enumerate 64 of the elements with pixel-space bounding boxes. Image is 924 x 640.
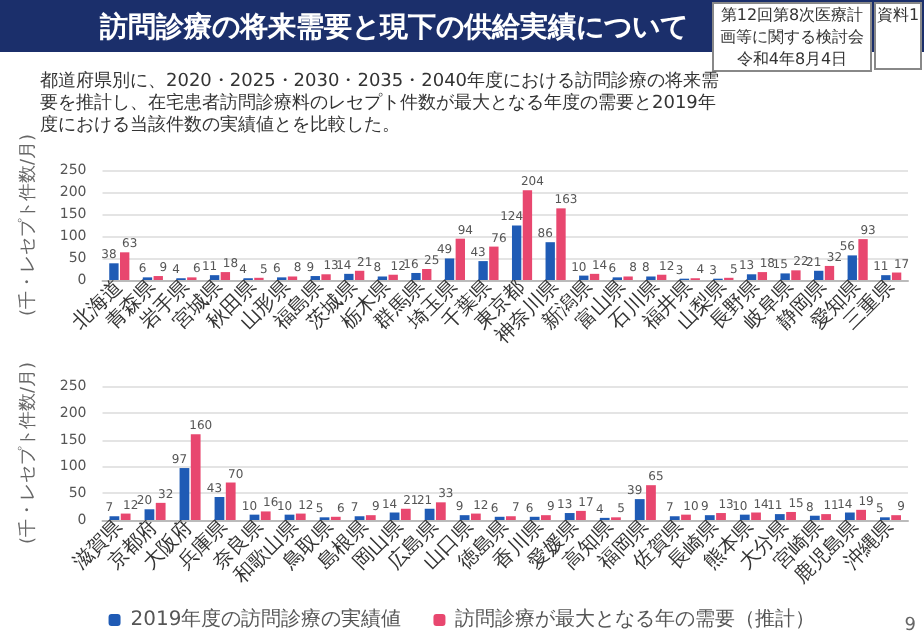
chart-subtitle: 都道府県別に、2020・2025・2030・2035・2040年度における訪問診療の将来需要を推計し、在宅患者訪問診療料のレセプト件数が最大となる年度の需要と2019年度における当該件数の実績値とを比較した。: [40, 72, 720, 138]
bar: [856, 509, 866, 520]
bar: [522, 190, 533, 280]
bar: [260, 511, 271, 520]
y-axis-title: (千・レセプト件数/月): [17, 361, 39, 545]
bar: [751, 512, 761, 520]
bar: [589, 273, 600, 280]
bar: [564, 513, 575, 520]
bar: [891, 272, 902, 280]
bar: [739, 514, 750, 520]
bar: [144, 509, 155, 520]
bar: [646, 485, 656, 520]
bar: [411, 272, 421, 280]
bar: [814, 270, 824, 280]
chart-title: 訪問診療の将来需要と現下の供給実績について: [100, 10, 688, 46]
bar: [511, 225, 522, 280]
bar: [858, 239, 868, 280]
bar: [716, 513, 726, 520]
bar: [120, 252, 130, 280]
y-axis-title: (千・レセプト件数/月): [17, 133, 39, 317]
bar: [179, 468, 190, 520]
bar: [844, 512, 855, 520]
legend-label: 訪問診療が最大となる年の需要（推計）: [455, 607, 816, 631]
bar: [470, 513, 481, 520]
bar: [757, 272, 768, 280]
bar: [422, 269, 432, 280]
bar: [746, 274, 757, 280]
bar: [821, 514, 831, 520]
bar: [190, 434, 201, 520]
bar: [220, 272, 231, 280]
bar: [791, 270, 801, 280]
bar: [545, 242, 555, 280]
bar: [780, 273, 790, 280]
bar: [225, 482, 236, 520]
bar: [388, 274, 398, 280]
bar: [295, 513, 306, 520]
bar: [109, 263, 119, 280]
legend-label: 2019年度の訪問診療の実績値: [130, 607, 402, 631]
bar: [478, 261, 488, 280]
text: 9: [904, 616, 916, 636]
text: 資料1: [874, 2, 922, 70]
text: 令和4年8月4日: [734, 48, 850, 70]
bar: [424, 508, 435, 520]
bar: [656, 274, 667, 280]
text: 第12回第8次医療計画等に関する検討会: [718, 4, 866, 48]
bar: [634, 499, 645, 520]
bar: [847, 255, 857, 280]
bar: [344, 273, 354, 280]
bar: [400, 508, 411, 520]
bar: [155, 502, 166, 520]
bar: [576, 510, 586, 520]
bar: [214, 496, 225, 520]
bar: [489, 246, 499, 280]
bar: [435, 502, 446, 520]
bar: [354, 270, 365, 280]
bar: [824, 265, 835, 280]
bar: [120, 513, 131, 520]
bar: [455, 238, 465, 280]
bar: [444, 258, 455, 280]
bar: [556, 208, 566, 280]
bar: [786, 511, 796, 520]
bar: [681, 514, 691, 520]
bar: [774, 514, 785, 520]
bar: [321, 274, 331, 280]
